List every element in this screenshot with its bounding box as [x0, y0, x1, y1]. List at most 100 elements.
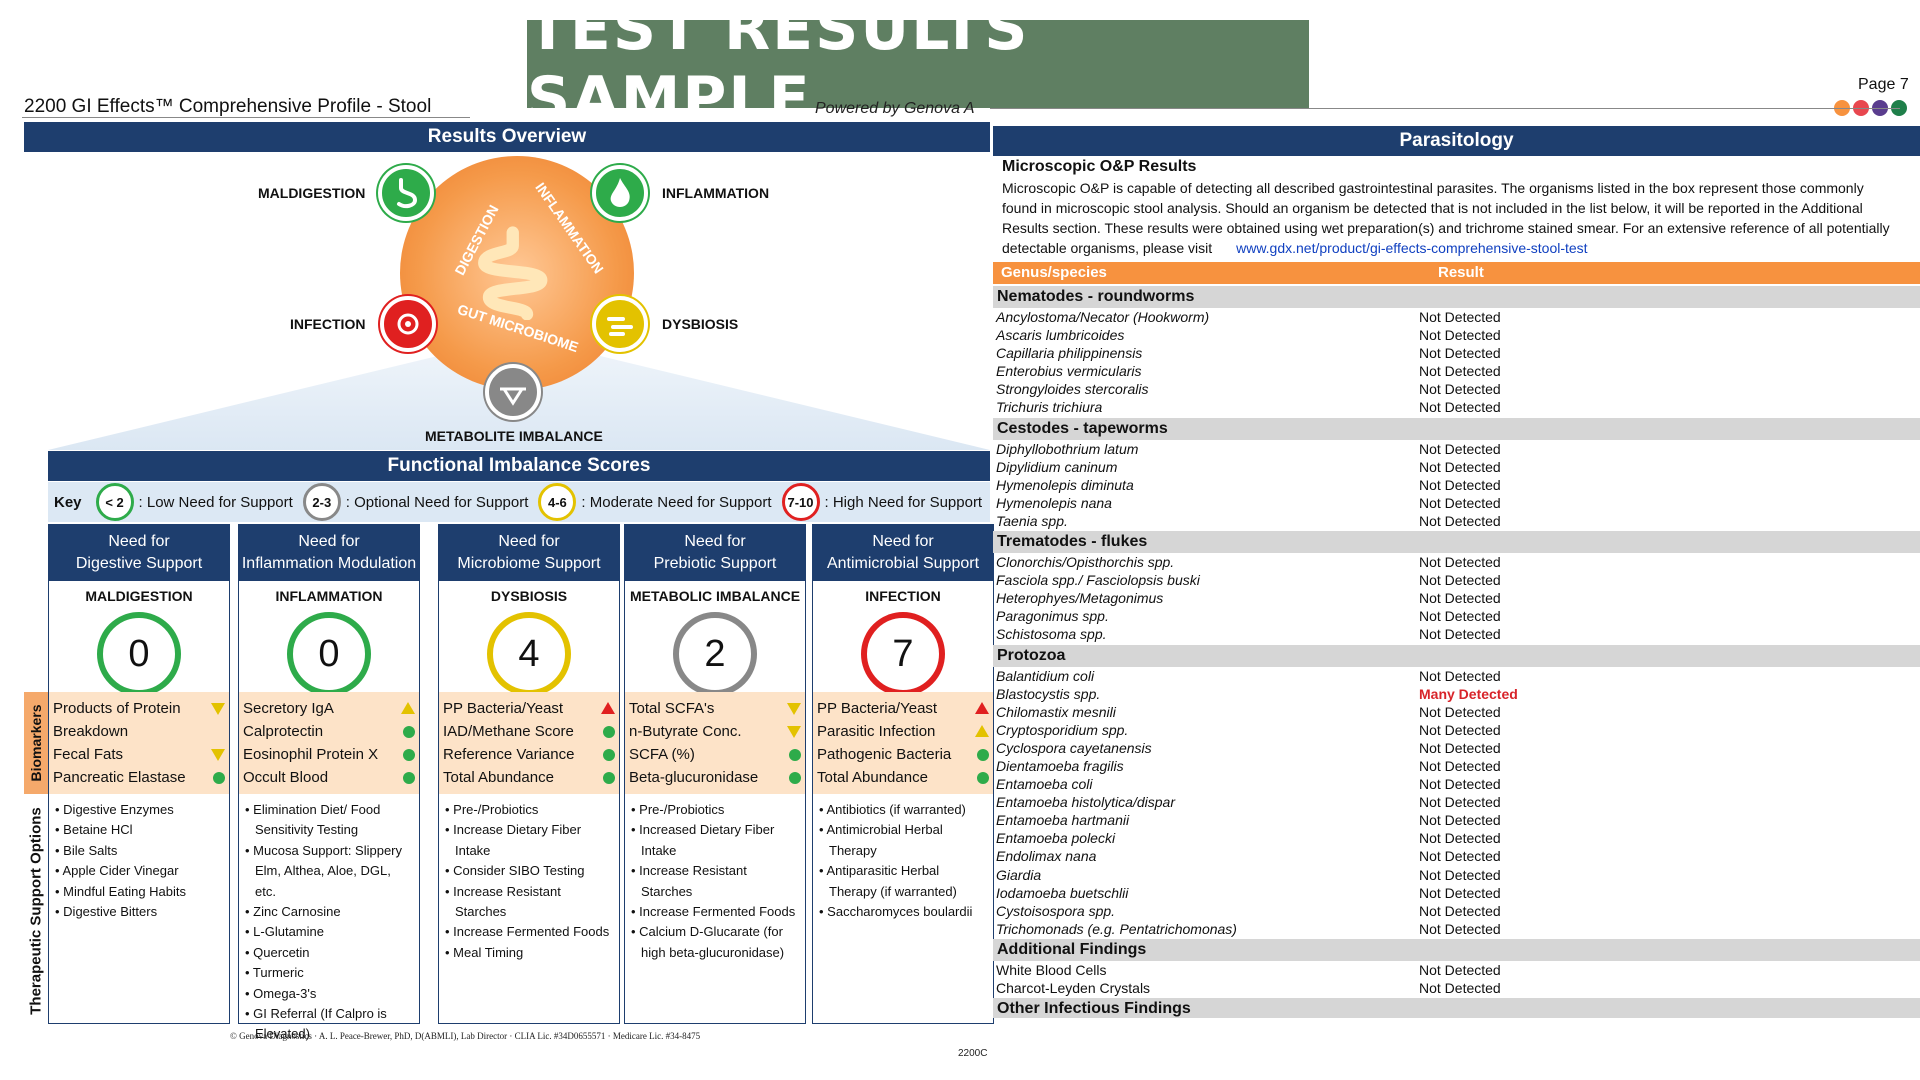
score-column-metabolic-imbalance: Need for Prebiotic Support METABOLIC IMBAL…	[624, 524, 806, 1024]
flame-icon	[592, 165, 648, 221]
therapeutic-side-label: Therapeutic Support Options	[27, 807, 45, 1015]
organism-name: Ancylostoma/Necator (Hookworm)	[996, 309, 1210, 325]
organism-name: Hymenolepis diminuta	[996, 476, 1134, 493]
result-value: Not Detected	[1419, 884, 1501, 901]
table-row: Blastocystis spp. Many Detected	[993, 685, 1920, 703]
result-value: Not Detected	[1419, 739, 1501, 756]
low-triangle-icon	[211, 749, 225, 761]
therapy-item: • L-Glutamine	[245, 924, 324, 940]
organism-name: White Blood Cells	[996, 961, 1107, 978]
biomarker-list: Secretory IgA Calprotectin Eosinophil Prot…	[239, 692, 419, 794]
score-badge: 4	[487, 612, 571, 696]
result-value: Not Detected	[1419, 812, 1501, 829]
biomarker-item: Total SCFA's	[629, 698, 801, 721]
normal-dot-icon	[977, 749, 989, 761]
table-row: Charcot-Leyden Crystals Not Detected	[993, 979, 1920, 997]
therapy-item: • Mucosa Support: Slippery Elm, Althea, …	[245, 842, 403, 899]
reference-link[interactable]: www.gdx.net/product/gi-effects-comprehen…	[1236, 240, 1588, 256]
therapy-item: • GI Referral (If Calpro is Elevated)	[245, 1006, 387, 1042]
result-value: Not Detected	[1419, 667, 1501, 684]
result-value: Not Detected	[1419, 458, 1501, 475]
column-category: MALDIGESTION	[85, 588, 193, 604]
column-header: Need for Digestive Support	[49, 525, 229, 581]
table-row: Cryptosporidium spp. Not Detected	[993, 721, 1920, 739]
table-row: Diphyllobothrium latum Not Detected	[993, 440, 1920, 458]
result-value: Not Detected	[1419, 920, 1501, 937]
biomarker-item: Secretory IgA	[243, 698, 415, 721]
biomarker-item: Breakdown	[53, 723, 129, 740]
table-row: Entamoeba hartmanii Not Detected	[993, 811, 1920, 829]
low-triangle-icon	[787, 703, 801, 715]
table-row: Clonorchis/Opisthorchis spp. Not Detected	[993, 553, 1920, 571]
table-row: Entamoeba polecki Not Detected	[993, 829, 1920, 847]
normal-dot-icon	[403, 772, 415, 784]
therapy-item: • Consider SIBO Testing	[445, 863, 585, 879]
therapy-item: • Antiparasitic Herbal Therapy (if warra…	[819, 863, 957, 899]
organism-name: Trichuris trichiura	[996, 399, 1103, 416]
biomarker-item: Occult Blood	[243, 767, 415, 790]
footer-credits: © Genova Diagnostics · A. L. Peace-Brewe…	[230, 1031, 701, 1041]
result-value: Not Detected	[1419, 554, 1501, 571]
table-row: Enterobius vermicularis Not Detected	[993, 362, 1920, 380]
elevated-triangle-icon	[975, 725, 989, 737]
stomach-icon	[378, 165, 434, 221]
table-row: Hymenolepis diminuta Not Detected	[993, 476, 1920, 494]
microscopic-op-section: Microscopic O&P Results Microscopic O&P …	[1002, 158, 1902, 258]
key-badge-optional: 2-3	[302, 483, 341, 521]
biomarker-item: Products of Protein	[53, 698, 225, 721]
therapy-item: • Antibiotics (if warranted)	[819, 802, 966, 817]
normal-dot-icon	[977, 772, 989, 784]
organism-name: Entamoeba hartmanii	[996, 812, 1130, 829]
parasitology-table: Nematodes - roundworms Ancylostoma/Necato…	[993, 285, 1920, 1019]
high-triangle-icon	[975, 702, 989, 714]
result-value: Not Detected	[1419, 381, 1501, 398]
table-row: Balantidium coli Not Detected	[993, 667, 1920, 685]
biomarkers-side-label: Biomarkers	[24, 692, 48, 794]
therapy-item: • Apple Cider Vinegar	[55, 863, 179, 879]
column-header: Need for Microbiome Support	[439, 525, 619, 581]
banner-text: TEST RESULTS SAMPLE	[527, 0, 1030, 134]
result-value: Not Detected	[1419, 399, 1501, 416]
result-value: Not Detected	[1419, 961, 1501, 978]
therapy-item: • Digestive Bitters	[55, 904, 158, 920]
key-text-high: : High Need for Support	[824, 493, 983, 511]
result-value: Not Detected	[1419, 345, 1501, 362]
table-row: Iodamoeba buetschlii Not Detected	[993, 884, 1920, 902]
group-header: Nematodes - roundworms	[993, 286, 1920, 308]
parasitology-header: Parasitology	[993, 126, 1920, 156]
organism-name: Trichomonads (e.g. Pentatrichomonas)	[996, 920, 1237, 937]
table-row: Cyclospora cayetanensis Not Detected	[993, 739, 1920, 757]
low-triangle-icon	[211, 703, 225, 715]
table-row: Capillaria philippinensis Not Detected	[993, 344, 1920, 362]
elevated-triangle-icon	[401, 702, 415, 714]
result-value: Not Detected	[1419, 572, 1501, 589]
result-value: Not Detected	[1419, 476, 1501, 493]
biomarker-item: Total Abundance	[443, 767, 615, 790]
score-column-inflammation: Need for Inflammation Modulation INFLAMMAT…	[238, 524, 420, 1041]
result-value: Not Detected	[1419, 776, 1501, 793]
bacteria-icon	[592, 296, 648, 352]
table-row: Hymenolepis nana Not Detected	[993, 494, 1920, 512]
table-row: Ancylostoma/Necator (Hookworm) Not Detect…	[993, 308, 1920, 326]
column-header: Need for Prebiotic Support	[625, 525, 805, 581]
normal-dot-icon	[403, 726, 415, 738]
biomarker-item: PP Bacteria/Yeast	[817, 698, 989, 721]
title-banner: TEST RESULTS SAMPLE	[527, 0, 1309, 134]
biomarker-list: PP Bacteria/Yeast IAD/Methane Score Refere…	[439, 692, 619, 794]
biomarker-item: Calprotectin	[243, 721, 415, 744]
organism-name: Entamoeba polecki	[996, 830, 1116, 847]
table-row: Trichuris trichiura Not Detected	[993, 398, 1920, 416]
low-triangle-icon	[787, 726, 801, 738]
organism-name: Enterobius vermicularis	[996, 363, 1142, 380]
group-header: Additional Findings	[993, 938, 1920, 961]
table-row: Chilomastix mesnili Not Detected	[993, 703, 1920, 721]
label-infection: INFECTION	[290, 316, 366, 332]
result-value: Not Detected	[1419, 494, 1501, 511]
col-result: Result	[1438, 264, 1484, 281]
score-badge: 0	[287, 612, 371, 696]
organism-name: Clonorchis/Opisthorchis spp.	[996, 554, 1175, 571]
group-header: Protozoa	[993, 644, 1920, 667]
organism-name: Hymenolepis nana	[996, 494, 1112, 511]
result-value: Not Detected	[1419, 794, 1501, 811]
results-table-header: Genus/species Result	[993, 262, 1920, 284]
